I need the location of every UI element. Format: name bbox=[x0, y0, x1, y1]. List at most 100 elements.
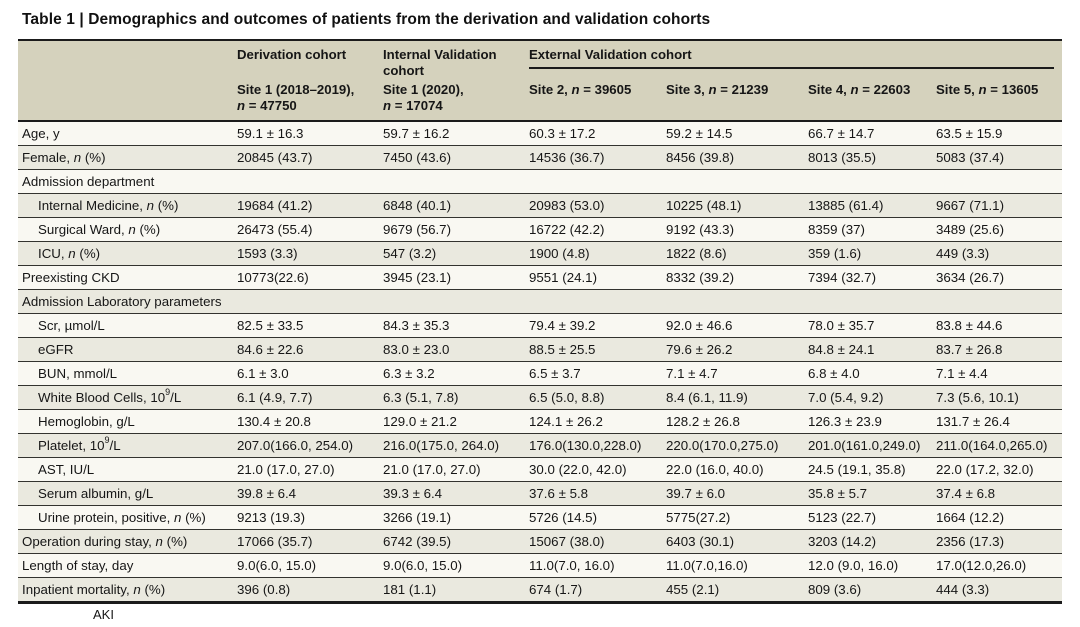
value-cell: 126.3 ± 23.9 bbox=[808, 409, 936, 434]
row-label: Serum albumin, g/L bbox=[18, 481, 237, 506]
value-cell: 79.6 ± 26.2 bbox=[666, 337, 808, 362]
value-cell: 6742 (39.5) bbox=[383, 529, 529, 554]
value-cell: 9551 (24.1) bbox=[529, 265, 666, 290]
value-cell: 124.1 ± 26.2 bbox=[529, 409, 666, 434]
value-cell: 84.3 ± 35.3 bbox=[383, 313, 529, 338]
header-site-1-derivation: Site 1 (2018–2019), n = 47750 bbox=[237, 79, 383, 121]
value-cell: 1593 (3.3) bbox=[237, 241, 383, 266]
table-title: Table 1 | Demographics and outcomes of p… bbox=[22, 11, 711, 28]
value-cell: 15067 (38.0) bbox=[529, 529, 666, 554]
table-row: ICU, n (%) 1593 (3.3) 547 (3.2) 1900 (4.8) 1… bbox=[18, 241, 1062, 266]
table-row: Length of stay, day 9.0(6.0, 15.0) 9.0(6.0… bbox=[18, 553, 1062, 578]
value-cell: 35.8 ± 5.7 bbox=[808, 481, 936, 506]
value-cell: 220.0(170.0,275.0) bbox=[666, 433, 808, 458]
row-label: Operation during stay, n (%) bbox=[18, 529, 237, 554]
value-cell: 83.8 ± 44.6 bbox=[936, 313, 1062, 338]
table-row: White Blood Cells, 109/L 6.1 (4.9, 7.7) 6.… bbox=[18, 385, 1062, 410]
value-cell: 6.8 ± 4.0 bbox=[808, 361, 936, 386]
table-row: Platelet, 109/L 207.0(166.0, 254.0) 216.0(… bbox=[18, 433, 1062, 458]
value-cell: 83.7 ± 26.8 bbox=[936, 337, 1062, 362]
value-cell: 30.0 (22.0, 42.0) bbox=[529, 457, 666, 482]
value-cell: 84.6 ± 22.6 bbox=[237, 337, 383, 362]
value-cell: 63.5 ± 15.9 bbox=[936, 120, 1062, 146]
value-cell: 12.0 (9.0, 16.0) bbox=[808, 553, 936, 578]
value-cell: 3266 (19.1) bbox=[383, 505, 529, 530]
value-cell: 66.7 ± 14.7 bbox=[808, 120, 936, 146]
value-cell: 16722 (42.2) bbox=[529, 217, 666, 242]
value-cell: 3489 (25.6) bbox=[936, 217, 1062, 242]
row-label: Length of stay, day bbox=[18, 553, 237, 578]
value-cell: 6.5 (5.0, 8.8) bbox=[529, 385, 666, 410]
table-row: Scr, µmol/L 82.5 ± 33.5 84.3 ± 35.3 79.4 ± … bbox=[18, 313, 1062, 338]
value-cell: 39.3 ± 6.4 bbox=[383, 481, 529, 506]
value-cell: 3634 (26.7) bbox=[936, 265, 1062, 290]
value-cell: 7394 (32.7) bbox=[808, 265, 936, 290]
row-label: Admission department bbox=[18, 169, 1062, 194]
value-cell: 11.0(7.0, 16.0) bbox=[529, 553, 666, 578]
value-cell: 6.3 (5.1, 7.8) bbox=[383, 385, 529, 410]
value-cell: 455 (2.1) bbox=[666, 577, 808, 604]
header-group-derivation: Derivation cohort bbox=[237, 39, 383, 79]
table-row: Operation during stay, n (%) 17066 (35.7)… bbox=[18, 529, 1062, 554]
value-cell: 176.0(130.0,228.0) bbox=[529, 433, 666, 458]
value-cell: 1822 (8.6) bbox=[666, 241, 808, 266]
value-cell: 6848 (40.1) bbox=[383, 193, 529, 218]
value-cell: 1900 (4.8) bbox=[529, 241, 666, 266]
value-cell: 216.0(175.0, 264.0) bbox=[383, 433, 529, 458]
row-label: Scr, µmol/L bbox=[18, 313, 237, 338]
header-site-1-internal: Site 1 (2020), n = 17074 bbox=[383, 79, 529, 121]
value-cell: 39.8 ± 6.4 bbox=[237, 481, 383, 506]
value-cell: 10773(22.6) bbox=[237, 265, 383, 290]
value-cell: 39.7 ± 6.0 bbox=[666, 481, 808, 506]
value-cell: 59.2 ± 14.5 bbox=[666, 120, 808, 146]
table-row: Internal Medicine, n (%) 19684 (41.2) 6848… bbox=[18, 193, 1062, 218]
value-cell: 674 (1.7) bbox=[529, 577, 666, 604]
section-header-row: Admission Laboratory parameters bbox=[18, 289, 1062, 314]
value-cell: 6403 (30.1) bbox=[666, 529, 808, 554]
table-row: Surgical Ward, n (%) 26473 (55.4) 9679 (56… bbox=[18, 217, 1062, 242]
value-cell: 201.0(161.0,249.0) bbox=[808, 433, 936, 458]
value-cell: 131.7 ± 26.4 bbox=[936, 409, 1062, 434]
value-cell: 444 (3.3) bbox=[936, 577, 1062, 604]
row-label: Female, n (%) bbox=[18, 145, 237, 170]
table-row: BUN, mmol/L 6.1 ± 3.0 6.3 ± 3.2 6.5 ± 3.7 7.… bbox=[18, 361, 1062, 386]
value-cell: 3945 (23.1) bbox=[383, 265, 529, 290]
table-body: Age, y 59.1 ± 16.3 59.7 ± 16.2 60.3 ± 17.2 5… bbox=[18, 120, 1062, 604]
header-site-4: Site 4, n = 22603 bbox=[808, 79, 936, 121]
value-cell: 6.1 ± 3.0 bbox=[237, 361, 383, 386]
value-cell: 449 (3.3) bbox=[936, 241, 1062, 266]
value-cell: 60.3 ± 17.2 bbox=[529, 120, 666, 146]
value-cell: 1664 (12.2) bbox=[936, 505, 1062, 530]
value-cell: 359 (1.6) bbox=[808, 241, 936, 266]
row-label: Inpatient mortality, n (%) bbox=[18, 577, 237, 604]
value-cell: 21.0 (17.0, 27.0) bbox=[237, 457, 383, 482]
value-cell: 129.0 ± 21.2 bbox=[383, 409, 529, 434]
row-label: AST, IU/L bbox=[18, 457, 237, 482]
value-cell: 26473 (55.4) bbox=[237, 217, 383, 242]
value-cell: 7.1 ± 4.7 bbox=[666, 361, 808, 386]
row-label: Surgical Ward, n (%) bbox=[18, 217, 237, 242]
demographics-table: Derivation cohort Internal Validation co… bbox=[18, 39, 1062, 604]
header-group-row: Derivation cohort Internal Validation co… bbox=[18, 39, 1062, 121]
table-footnote-clipped: AKI bbox=[93, 607, 114, 622]
value-cell: 13885 (61.4) bbox=[808, 193, 936, 218]
row-label: Age, y bbox=[18, 120, 237, 146]
value-cell: 11.0(7.0,16.0) bbox=[666, 553, 808, 578]
header-site-3: Site 3, n = 21239 bbox=[666, 79, 808, 121]
value-cell: 8.4 (6.1, 11.9) bbox=[666, 385, 808, 410]
value-cell: 7.1 ± 4.4 bbox=[936, 361, 1062, 386]
value-cell: 92.0 ± 46.6 bbox=[666, 313, 808, 338]
row-label: ICU, n (%) bbox=[18, 241, 237, 266]
value-cell: 6.3 ± 3.2 bbox=[383, 361, 529, 386]
value-cell: 396 (0.8) bbox=[237, 577, 383, 604]
value-cell: 547 (3.2) bbox=[383, 241, 529, 266]
value-cell: 3203 (14.2) bbox=[808, 529, 936, 554]
row-label: Hemoglobin, g/L bbox=[18, 409, 237, 434]
value-cell: 37.4 ± 6.8 bbox=[936, 481, 1062, 506]
value-cell: 7.0 (5.4, 9.2) bbox=[808, 385, 936, 410]
value-cell: 17066 (35.7) bbox=[237, 529, 383, 554]
value-cell: 20983 (53.0) bbox=[529, 193, 666, 218]
value-cell: 7450 (43.6) bbox=[383, 145, 529, 170]
value-cell: 211.0(164.0,265.0) bbox=[936, 433, 1062, 458]
value-cell: 207.0(166.0, 254.0) bbox=[237, 433, 383, 458]
